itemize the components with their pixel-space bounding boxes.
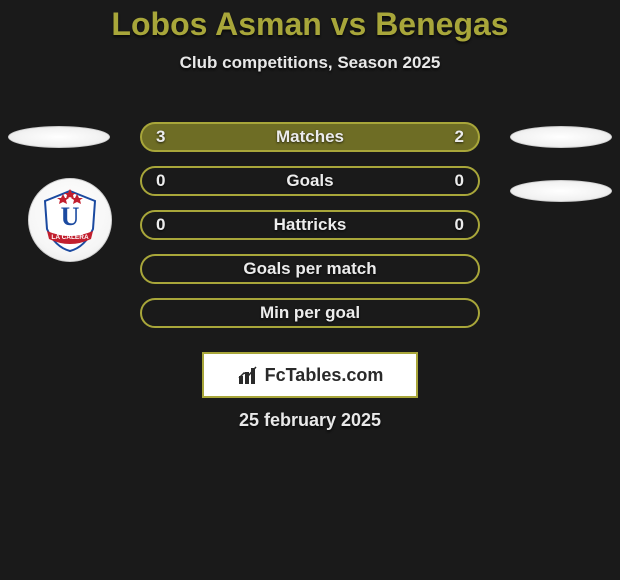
club-badge-letter: U: [61, 202, 80, 231]
club-crest-icon: U LA CALERA: [35, 185, 105, 255]
stat-row: 0Goals0: [140, 166, 480, 196]
stat-right-value: 0: [440, 171, 464, 191]
club-badge-left: U LA CALERA: [28, 178, 112, 262]
bar-chart-icon: [237, 364, 259, 386]
stat-row: 3Matches2: [140, 122, 480, 152]
stat-label: Goals per match: [180, 259, 440, 279]
stat-left-value: 0: [156, 215, 180, 235]
stat-label: Goals: [180, 171, 440, 191]
stat-left-value: 3: [156, 127, 180, 147]
club-badge-right-placeholder: [510, 180, 612, 202]
stat-right-value: 0: [440, 215, 464, 235]
page-subtitle: Club competitions, Season 2025: [0, 53, 620, 73]
brand-box: FcTables.com: [202, 352, 418, 398]
stat-label: Matches: [180, 127, 440, 147]
stat-row: 0Hattricks0: [140, 210, 480, 240]
player-badge-left-placeholder: [8, 126, 110, 148]
stat-label: Hattricks: [180, 215, 440, 235]
stat-right-value: 2: [440, 127, 464, 147]
stat-row: Min per goal: [140, 298, 480, 328]
brand-text: FcTables.com: [265, 365, 384, 386]
stat-row: Goals per match: [140, 254, 480, 284]
page-title: Lobos Asman vs Benegas: [0, 0, 620, 43]
player-badge-right-placeholder: [510, 126, 612, 148]
stat-label: Min per goal: [180, 303, 440, 323]
stats-table: 3Matches20Goals00Hattricks0Goals per mat…: [140, 122, 480, 328]
date-label: 25 february 2025: [0, 410, 620, 431]
stat-left-value: 0: [156, 171, 180, 191]
club-badge-text: LA CALERA: [51, 234, 89, 241]
